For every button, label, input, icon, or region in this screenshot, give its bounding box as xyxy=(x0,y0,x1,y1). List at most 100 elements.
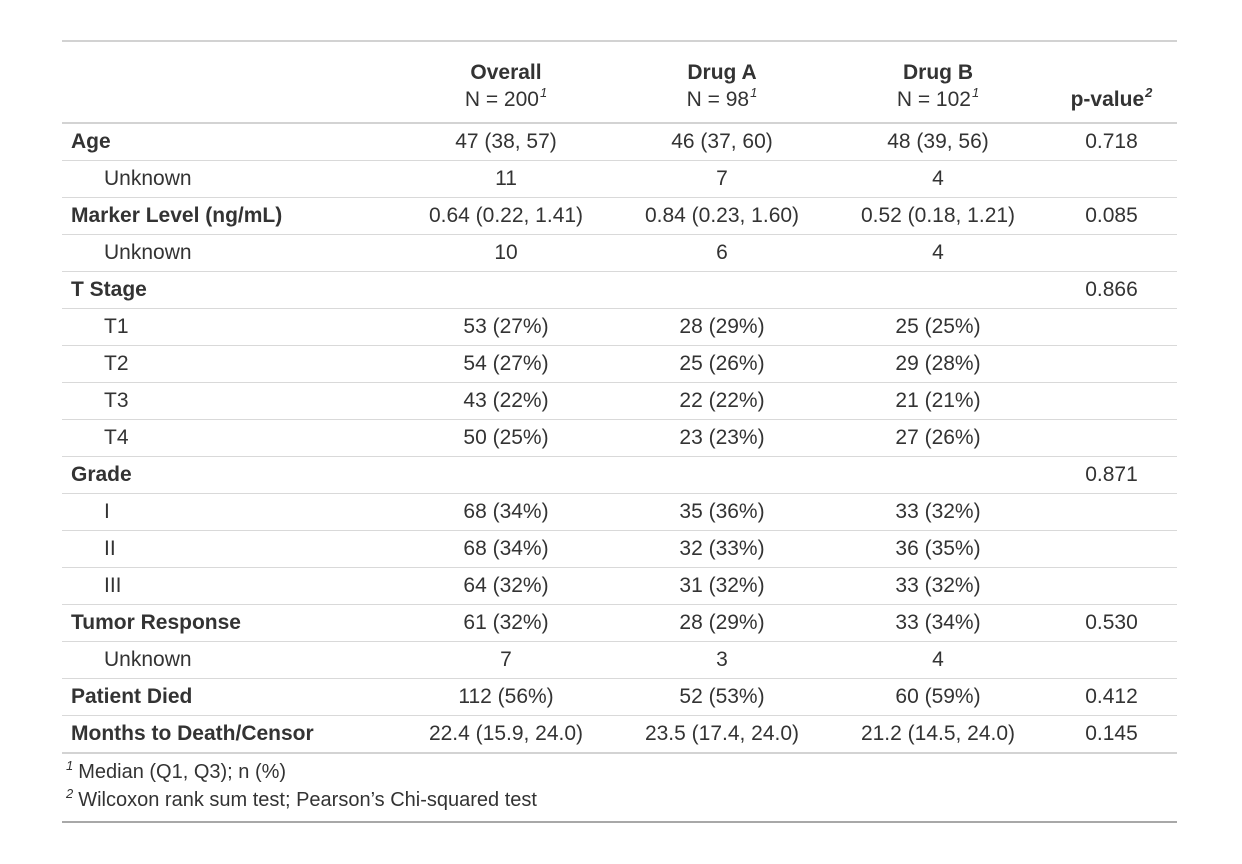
drug-b-cell: 36 (35%) xyxy=(830,530,1046,568)
table-row: Unknown 7 3 4 xyxy=(62,641,1177,679)
overall-cell: 43 (22%) xyxy=(398,382,614,420)
drug-b-cell: 48 (39, 56) xyxy=(887,130,989,153)
drug-b-cell: 0.52 (0.18, 1.21) xyxy=(830,197,1046,235)
overall-cell: 22.4 (15.9, 24.0) xyxy=(398,715,614,753)
row-label-cell: Age xyxy=(71,130,111,153)
p-value-cell xyxy=(1046,345,1177,383)
row-label-cell: Unknown xyxy=(62,641,398,679)
row-label-cell: T1 xyxy=(62,308,398,346)
overall-cell: 68 (34%) xyxy=(398,530,614,568)
drug-a-cell: 32 (33%) xyxy=(614,530,830,568)
drug-a-cell: 7 xyxy=(614,160,830,198)
p-value-cell xyxy=(1046,641,1177,679)
overall-cell: 64 (32%) xyxy=(398,567,614,605)
p-value-cell xyxy=(1046,308,1177,346)
table-row: Patient Died 112 (56%) 52 (53%) 60 (59%)… xyxy=(62,678,1177,716)
drug-a-cell: 22 (22%) xyxy=(614,382,830,420)
drug-b-cell: 29 (28%) xyxy=(830,345,1046,383)
row-label-cell: Patient Died xyxy=(62,678,398,716)
column-header-p-value: p-value2 xyxy=(1046,41,1177,124)
drug-a-cell: 28 (29%) xyxy=(614,308,830,346)
overall-cell xyxy=(398,456,614,494)
footnote-text: Wilcoxon rank sum test; Pearson’s Chi-sq… xyxy=(78,789,537,811)
table-row: Grade 0.871 xyxy=(62,456,1177,494)
p-value-cell xyxy=(1046,234,1177,272)
footnote: 1 Median (Q1, Q3); n (%) xyxy=(66,758,1177,786)
p-value-cell: 0.871 xyxy=(1046,456,1177,494)
drug-b-cell xyxy=(830,271,1046,309)
row-label-cell: T4 xyxy=(62,419,398,457)
overall-n: N = 2001 xyxy=(464,85,548,111)
row-label-cell: Marker Level (ng/mL) xyxy=(62,197,398,235)
row-label-cell: Tumor Response xyxy=(62,604,398,642)
drug-b-label: Drug B xyxy=(903,61,973,84)
table-header: Overall N = 2001 Drug A N = 981 Drug B N… xyxy=(62,41,1177,124)
drug-a-cell: 23.5 (17.4, 24.0) xyxy=(614,715,830,753)
overall-cell: 61 (32%) xyxy=(398,604,614,642)
overall-cell: 112 (56%) xyxy=(398,678,614,716)
footnote: 2 Wilcoxon rank sum test; Pearson’s Chi-s… xyxy=(66,786,1177,814)
footnote-text: Median (Q1, Q3); n (%) xyxy=(78,761,287,783)
overall-cell: 68 (34%) xyxy=(398,493,614,531)
table-body: Age 47 (38, 57) 46 (37, 60) 48 (39, 56) … xyxy=(62,123,1177,753)
drug-a-cell: 23 (23%) xyxy=(614,419,830,457)
row-label-cell: T2 xyxy=(62,345,398,383)
drug-a-cell: 52 (53%) xyxy=(614,678,830,716)
p-value-cell xyxy=(1046,419,1177,457)
drug-a-cell: 0.84 (0.23, 1.60) xyxy=(614,197,830,235)
table-row: Tumor Response 61 (32%) 28 (29%) 33 (34%… xyxy=(62,604,1177,642)
p-value-label: p-value xyxy=(1070,88,1145,111)
table-row: Months to Death/Censor 22.4 (15.9, 24.0)… xyxy=(62,715,1177,753)
drug-a-cell: 35 (36%) xyxy=(614,493,830,531)
overall-cell: 10 xyxy=(398,234,614,272)
table-row: Unknown 10 6 4 xyxy=(62,234,1177,272)
overall-cell: 50 (25%) xyxy=(398,419,614,457)
p-value-cell: 0.145 xyxy=(1046,715,1177,753)
footnote-mark-1: 1 xyxy=(539,85,548,100)
table-row: T Stage 0.866 xyxy=(62,271,1177,309)
row-label-cell: T Stage xyxy=(62,271,398,309)
table-row: T3 43 (22%) 22 (22%) 21 (21%) xyxy=(62,382,1177,420)
drug-a-cell: 28 (29%) xyxy=(614,604,830,642)
row-label-cell: II xyxy=(62,530,398,568)
drug-b-cell: 21 (21%) xyxy=(830,382,1046,420)
footnote-mark: 1 xyxy=(66,758,74,773)
table-row: T4 50 (25%) 23 (23%) 27 (26%) xyxy=(62,419,1177,457)
row-label-cell: Unknown xyxy=(62,234,398,272)
drug-b-n: N = 1021 xyxy=(896,85,980,111)
column-header-drug-b: Drug B N = 1021 xyxy=(830,41,1046,124)
row-label-cell: Grade xyxy=(62,456,398,494)
overall-cell: 11 xyxy=(398,160,614,198)
summary-table: Overall N = 2001 Drug A N = 981 Drug B N… xyxy=(62,40,1177,823)
p-value-cell: 0.412 xyxy=(1046,678,1177,716)
drug-a-cell: 25 (26%) xyxy=(614,345,830,383)
drug-b-cell: 60 (59%) xyxy=(830,678,1046,716)
row-label-cell: III xyxy=(62,567,398,605)
overall-cell: 54 (27%) xyxy=(398,345,614,383)
drug-a-cell: 6 xyxy=(614,234,830,272)
drug-a-label: Drug A xyxy=(687,61,757,84)
drug-a-cell xyxy=(614,271,830,309)
p-value-cell: 0.085 xyxy=(1046,197,1177,235)
table-row: Marker Level (ng/mL) 0.64 (0.22, 1.41) 0… xyxy=(62,197,1177,235)
table-footer: 1 Median (Q1, Q3); n (%) 2 Wilcoxon rank su… xyxy=(62,752,1177,822)
overall-cell: 0.64 (0.22, 1.41) xyxy=(398,197,614,235)
drug-b-cell: 33 (32%) xyxy=(830,493,1046,531)
table-row: I 68 (34%) 35 (36%) 33 (32%) xyxy=(62,493,1177,531)
drug-b-cell: 27 (26%) xyxy=(830,419,1046,457)
drug-b-cell: 33 (32%) xyxy=(830,567,1046,605)
drug-a-cell: 3 xyxy=(614,641,830,679)
drug-b-cell: 33 (34%) xyxy=(830,604,1046,642)
table-row: II 68 (34%) 32 (33%) 36 (35%) xyxy=(62,530,1177,568)
drug-b-cell: 4 xyxy=(830,234,1046,272)
overall-cell xyxy=(398,271,614,309)
drug-b-cell: 21.2 (14.5, 24.0) xyxy=(830,715,1046,753)
footnote-mark: 2 xyxy=(66,786,74,801)
overall-cell: 7 xyxy=(398,641,614,679)
row-label-cell: Unknown xyxy=(62,160,398,198)
p-value-cell xyxy=(1046,493,1177,531)
row-label-cell: Months to Death/Censor xyxy=(62,715,398,753)
column-header-overall: Overall N = 2001 xyxy=(398,41,614,124)
table-row: T1 53 (27%) 28 (29%) 25 (25%) xyxy=(62,308,1177,346)
table-row: Age 47 (38, 57) 46 (37, 60) 48 (39, 56) … xyxy=(62,123,1177,161)
